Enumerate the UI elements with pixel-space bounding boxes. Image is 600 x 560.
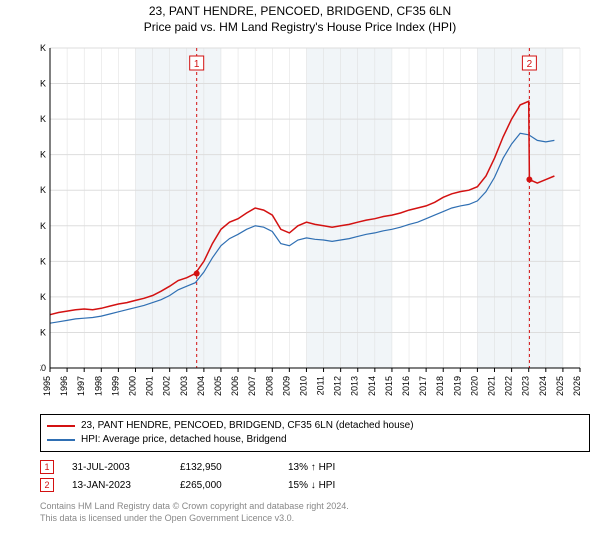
sales-row: 1 31-JUL-2003 £132,950 13% ↑ HPI <box>40 458 590 476</box>
legend-label-red: 23, PANT HENDRE, PENCOED, BRIDGEND, CF35… <box>81 419 414 433</box>
svg-text:2002: 2002 <box>162 376 172 396</box>
svg-text:2022: 2022 <box>504 376 514 396</box>
svg-text:2019: 2019 <box>452 376 462 396</box>
svg-text:2003: 2003 <box>179 376 189 396</box>
title-address: 23, PANT HENDRE, PENCOED, BRIDGEND, CF35… <box>0 0 600 18</box>
legend-row-blue: HPI: Average price, detached house, Brid… <box>47 433 583 447</box>
svg-text:1995: 1995 <box>42 376 52 396</box>
footer: Contains HM Land Registry data © Crown c… <box>40 500 590 524</box>
svg-text:2020: 2020 <box>469 376 479 396</box>
svg-text:2000: 2000 <box>127 376 137 396</box>
svg-text:2012: 2012 <box>333 376 343 396</box>
svg-text:2007: 2007 <box>247 376 257 396</box>
svg-text:2014: 2014 <box>367 376 377 396</box>
svg-text:£150K: £150K <box>40 256 46 266</box>
svg-text:2004: 2004 <box>196 376 206 396</box>
footer-line2: This data is licensed under the Open Gov… <box>40 512 590 524</box>
sale-date: 31-JUL-2003 <box>72 462 162 473</box>
svg-text:£300K: £300K <box>40 150 46 160</box>
svg-text:£50K: £50K <box>40 327 46 337</box>
svg-text:2018: 2018 <box>435 376 445 396</box>
svg-text:£400K: £400K <box>40 79 46 89</box>
sale-marker: 2 <box>40 478 54 492</box>
legend: 23, PANT HENDRE, PENCOED, BRIDGEND, CF35… <box>40 414 590 452</box>
sale-price: £265,000 <box>180 480 270 491</box>
svg-text:2024: 2024 <box>538 376 548 396</box>
legend-swatch-red <box>47 425 75 427</box>
legend-row-red: 23, PANT HENDRE, PENCOED, BRIDGEND, CF35… <box>47 419 583 433</box>
legend-label-blue: HPI: Average price, detached house, Brid… <box>81 433 287 447</box>
title-subtitle: Price paid vs. HM Land Registry's House … <box>0 18 600 38</box>
svg-text:2005: 2005 <box>213 376 223 396</box>
svg-text:1998: 1998 <box>93 376 103 396</box>
svg-text:£450K: £450K <box>40 43 46 53</box>
svg-text:2008: 2008 <box>264 376 274 396</box>
svg-text:£100K: £100K <box>40 292 46 302</box>
svg-text:2017: 2017 <box>418 376 428 396</box>
chart-area: £0 £50K £100K £150K £200K £250K £300K £350K £400… <box>40 38 590 408</box>
svg-text:2025: 2025 <box>555 376 565 396</box>
svg-text:2010: 2010 <box>298 376 308 396</box>
footer-line1: Contains HM Land Registry data © Crown c… <box>40 500 590 512</box>
svg-text:£0: £0 <box>40 363 46 373</box>
svg-text:£250K: £250K <box>40 185 46 195</box>
svg-text:£200K: £200K <box>40 221 46 231</box>
svg-text:1996: 1996 <box>59 376 69 396</box>
chart-svg: £0 £50K £100K £150K £200K £250K £300K £350K £400… <box>40 38 590 408</box>
svg-text:2: 2 <box>527 59 533 70</box>
chart-container: 23, PANT HENDRE, PENCOED, BRIDGEND, CF35… <box>0 0 600 560</box>
sale-marker: 1 <box>40 460 54 474</box>
svg-text:2006: 2006 <box>230 376 240 396</box>
svg-text:2011: 2011 <box>316 376 326 395</box>
svg-text:2023: 2023 <box>521 376 531 396</box>
svg-text:1: 1 <box>194 59 200 70</box>
sale-date: 13-JAN-2023 <box>72 480 162 491</box>
svg-text:2015: 2015 <box>384 376 394 396</box>
svg-text:2021: 2021 <box>487 376 497 396</box>
svg-text:£350K: £350K <box>40 114 46 124</box>
svg-text:2026: 2026 <box>572 376 582 396</box>
sales-table: 1 31-JUL-2003 £132,950 13% ↑ HPI 2 13-JAN-202… <box>40 458 590 494</box>
svg-text:2001: 2001 <box>145 376 155 396</box>
svg-text:2016: 2016 <box>401 376 411 396</box>
sale-price: £132,950 <box>180 462 270 473</box>
sale-pct: 13% ↑ HPI <box>288 462 378 473</box>
svg-text:1999: 1999 <box>110 376 120 396</box>
svg-text:1997: 1997 <box>76 376 86 396</box>
svg-text:2009: 2009 <box>281 376 291 396</box>
sale-pct: 15% ↓ HPI <box>288 480 378 491</box>
svg-text:2013: 2013 <box>350 376 360 396</box>
legend-swatch-blue <box>47 439 75 441</box>
sales-row: 2 13-JAN-2023 £265,000 15% ↓ HPI <box>40 476 590 494</box>
